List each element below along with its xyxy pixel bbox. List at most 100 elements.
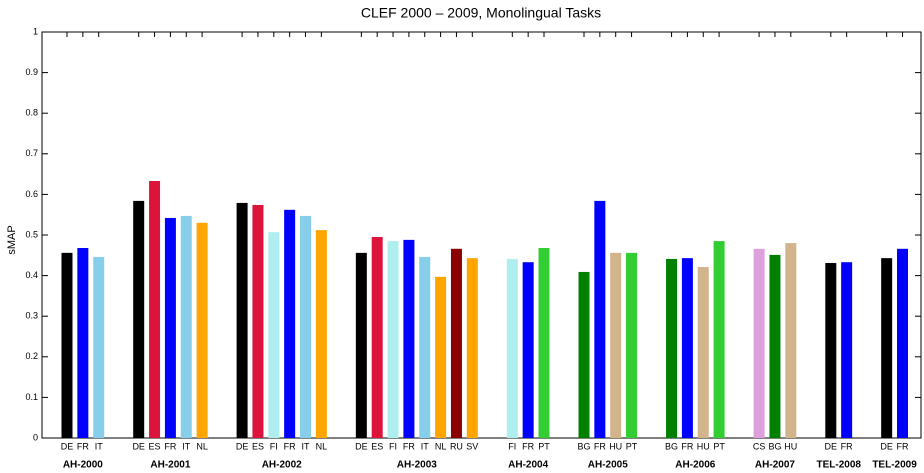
x-tick-label: ES <box>149 441 161 451</box>
bar <box>594 200 606 438</box>
bar <box>300 215 311 438</box>
y-tick-label: 0.3 <box>25 311 38 321</box>
bar <box>753 248 765 438</box>
x-tick-label: DE <box>355 441 368 451</box>
bar <box>841 262 853 438</box>
x-tick-label: FR <box>284 441 296 451</box>
bar <box>196 222 208 438</box>
y-tick-label: 0.6 <box>25 189 38 199</box>
chart-title: CLEF 2000 – 2009, Monolingual Tasks <box>361 5 601 21</box>
bar <box>697 267 709 438</box>
bar <box>578 271 590 438</box>
x-tick-label: IT <box>182 441 191 451</box>
x-tick-label: IT <box>421 441 430 451</box>
x-tick-label: DE <box>236 441 249 451</box>
bar <box>315 230 327 438</box>
bar <box>77 247 89 438</box>
x-tick-label: DE <box>880 441 893 451</box>
bar <box>284 209 296 438</box>
y-axis-label: sMAP <box>6 225 18 254</box>
bar <box>419 256 431 438</box>
x-tick-label: FR <box>681 441 693 451</box>
bar <box>268 232 280 438</box>
x-tick-label: NL <box>196 441 208 451</box>
bar <box>897 248 908 438</box>
x-tick-label: IT <box>302 441 311 451</box>
bar <box>180 215 192 438</box>
y-tick-label: 0.7 <box>25 148 38 158</box>
x-tick-label: FR <box>841 441 853 451</box>
y-tick-label: 0.8 <box>25 108 38 118</box>
bar <box>450 248 462 438</box>
bar <box>93 256 105 438</box>
bar <box>164 217 176 438</box>
x-tick-label: DE <box>132 441 145 451</box>
bar <box>881 258 893 438</box>
y-tick-label: 0.5 <box>25 229 38 239</box>
bar <box>466 258 478 438</box>
bar <box>506 258 518 438</box>
x-tick-label: IT <box>95 441 104 451</box>
x-tick-label: HU <box>784 441 797 451</box>
bar <box>522 262 534 438</box>
x-tick-label: DE <box>61 441 74 451</box>
x-tick-label: CS <box>753 441 766 451</box>
x-tick-label: SV <box>466 441 478 451</box>
group-label: AH-2007 <box>755 460 795 471</box>
x-tick-label: FR <box>522 441 534 451</box>
x-tick-label: FR <box>594 441 606 451</box>
x-tick-label: FR <box>77 441 89 451</box>
y-tick-label: 0.2 <box>25 351 38 361</box>
x-tick-label: HU <box>697 441 710 451</box>
bar <box>626 252 638 438</box>
x-tick-label: BG <box>768 441 781 451</box>
y-tick-label: 0.9 <box>25 67 38 77</box>
group-label: TEL-2008 <box>816 460 861 471</box>
bar <box>61 252 73 438</box>
bar <box>666 258 678 438</box>
bar <box>435 276 447 438</box>
bar <box>610 252 622 438</box>
x-tick-label: FR <box>403 441 415 451</box>
bar <box>355 252 367 438</box>
bar <box>387 241 399 438</box>
y-tick-label: 1 <box>33 26 38 36</box>
bar <box>769 254 781 438</box>
x-tick-label: PT <box>626 441 638 451</box>
x-tick-label: PT <box>538 441 550 451</box>
x-tick-label: BG <box>665 441 678 451</box>
x-tick-label: HU <box>609 441 622 451</box>
x-tick-label: ES <box>371 441 383 451</box>
x-tick-label: PT <box>713 441 725 451</box>
group-label: AH-2005 <box>588 460 628 471</box>
group-label: AH-2006 <box>675 460 715 471</box>
bar <box>785 243 797 438</box>
y-tick-label: 0 <box>33 432 38 442</box>
bar <box>825 263 837 438</box>
bar <box>713 241 725 438</box>
group-label: TEL-2009 <box>872 460 917 471</box>
x-tick-label: DE <box>825 441 838 451</box>
bar <box>403 239 415 438</box>
bar <box>236 202 248 438</box>
group-label: AH-2001 <box>150 460 190 471</box>
x-tick-label: FI <box>508 441 516 451</box>
x-tick-label: BG <box>577 441 590 451</box>
group-label: AH-2000 <box>63 460 103 471</box>
group-label: AH-2003 <box>397 460 437 471</box>
group-label: AH-2002 <box>262 460 302 471</box>
x-tick-label: FR <box>164 441 176 451</box>
x-tick-label: RU <box>450 441 463 451</box>
bar <box>133 200 145 438</box>
group-label: AH-2004 <box>508 460 548 471</box>
y-tick-label: 0.1 <box>25 392 38 402</box>
bar <box>252 204 264 438</box>
x-tick-label: NL <box>316 441 328 451</box>
bar <box>538 247 550 438</box>
x-tick-label: ES <box>252 441 264 451</box>
bar <box>149 181 161 438</box>
x-tick-label: NL <box>435 441 447 451</box>
x-tick-label: FR <box>897 441 909 451</box>
bar <box>371 237 383 438</box>
